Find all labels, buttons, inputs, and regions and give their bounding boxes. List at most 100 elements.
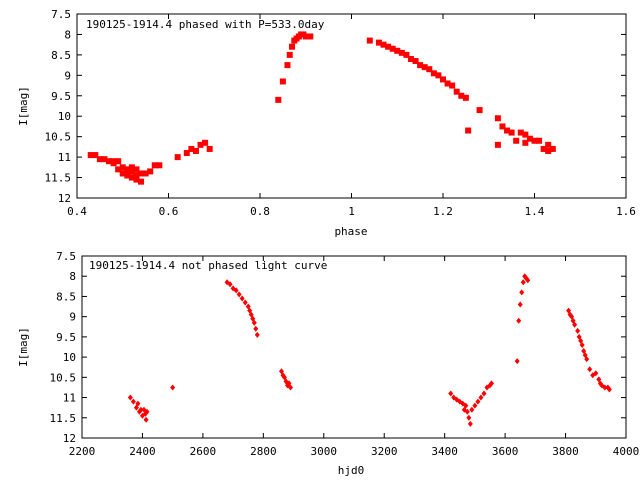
light-curve-data-point (575, 327, 581, 334)
light-curve-data-point (602, 384, 608, 391)
phased-data-point (385, 43, 392, 50)
light-curve-x-tick-label: 3200 (371, 445, 398, 458)
light-curve-y-tick-label: 11 (63, 392, 76, 405)
light-curve-data-point (481, 390, 487, 397)
phased-data-point (499, 123, 506, 130)
phased-data-point (458, 92, 465, 99)
phased-y-tick-label: 11 (58, 151, 71, 164)
phased-points (87, 31, 556, 185)
phased-data-point (119, 164, 126, 171)
phased-data-point (279, 78, 286, 85)
phased-data-point (426, 66, 433, 73)
light-curve-x-tick-label: 3600 (492, 445, 519, 458)
phased-data-point (142, 170, 149, 177)
phased-x-tick-label: 1.4 (525, 205, 545, 218)
phased-data-point (508, 129, 515, 136)
phased-x-tick-label: 1.6 (616, 205, 636, 218)
light-curve-y-axis-label: I[mag] (17, 327, 30, 367)
phased-data-point (156, 162, 163, 169)
phased-data-point (92, 152, 99, 159)
light-curve-x-axis-label: hjd0 (338, 464, 365, 477)
phased-data-point (174, 154, 181, 161)
light-curve-data-point (514, 358, 520, 365)
phased-data-point (444, 80, 451, 87)
light-curve-points (127, 273, 612, 427)
phased-y-axis-label: I[mag] (17, 86, 30, 126)
phased-data-point (504, 127, 511, 134)
phased-data-point (494, 115, 501, 122)
phased-data-point (449, 82, 456, 89)
phased-x-tick-label: 0.8 (250, 205, 270, 218)
light-curve-data-point (288, 384, 294, 391)
phased-data-point (124, 168, 131, 175)
light-curve-data-point (464, 408, 470, 415)
phased-data-point (302, 33, 309, 40)
light-curve-data-point (127, 394, 133, 401)
phased-data-point (110, 160, 117, 167)
phased-data-point (389, 45, 396, 52)
phased-data-point (380, 41, 387, 48)
phased-y-tick-label: 7.5 (51, 8, 71, 21)
phased-data-point (188, 145, 195, 152)
light-curve-y-tick-label: 10.5 (50, 371, 77, 384)
phased-data-point (435, 72, 442, 79)
phased-data-point (151, 162, 158, 169)
light-curve-x-tick-label: 2400 (129, 445, 156, 458)
light-curve-data-point (517, 301, 523, 308)
phased-y-tick-label: 10 (58, 110, 71, 123)
phased-data-point (147, 168, 154, 175)
light-curve-data-point (519, 289, 525, 296)
phased-y-tick-label: 10.5 (45, 131, 72, 144)
light-curve-x-tick-label: 2600 (190, 445, 217, 458)
phased-y-tick-label: 11.5 (45, 172, 72, 185)
phased-x-axis-label: phase (334, 225, 367, 238)
light-curve-y-tick-label: 9 (69, 311, 76, 324)
phased-data-point (87, 152, 94, 159)
light-curve-x-tick-label: 3800 (552, 445, 579, 458)
phased-data-point (106, 158, 113, 165)
phased-data-point (115, 166, 122, 173)
phased-data-point (307, 33, 314, 40)
phased-data-point (430, 70, 437, 77)
phased-data-point (375, 39, 382, 46)
phased-data-point (138, 178, 145, 185)
phased-data-point (128, 168, 135, 175)
phased-data-point (545, 147, 552, 154)
light-curve-data-point (253, 325, 259, 332)
phased-data-point (128, 164, 135, 171)
light-curve-y-tick-label: 10 (63, 351, 76, 364)
phased-x-tick-label: 1 (348, 205, 355, 218)
light-curve-data-point (469, 406, 475, 413)
phased-chart-title: 190125-1914.4 phased with P=533.0day (86, 18, 325, 31)
phased-data-point (462, 94, 469, 101)
phased-data-point (101, 156, 108, 163)
phased-data-point (284, 62, 291, 69)
light-curve-data-point (233, 287, 239, 294)
phased-data-point (133, 172, 140, 179)
phased-data-point (206, 145, 213, 152)
light-curve-data-point (463, 402, 469, 409)
phased-y-tick-label: 9 (64, 69, 71, 82)
phased-data-point (394, 47, 401, 54)
phased-chart: 190125-1914.4 phased with P=533.0day pha… (17, 8, 636, 238)
phased-data-point (202, 139, 209, 146)
phased-data-point (124, 172, 131, 179)
phased-data-point (183, 150, 190, 157)
light-curve-data-point (448, 390, 454, 397)
light-curve-data-point (472, 402, 478, 409)
phased-data-point (526, 135, 533, 142)
light-curve-y-tick-label: 7.5 (56, 250, 76, 263)
light-curve-data-point (525, 277, 531, 284)
phased-data-point (96, 156, 103, 163)
light-curve-x-tick-label: 2200 (69, 445, 96, 458)
light-curve-data-point (606, 386, 612, 393)
phased-data-point (412, 58, 419, 65)
light-curve-data-point (489, 380, 495, 387)
phased-data-point (421, 64, 428, 71)
light-curve-data-point (227, 281, 233, 288)
light-curve-data-point (467, 420, 473, 427)
light-curve-y-tick-label: 8 (69, 270, 76, 283)
light-curve-data-point (593, 370, 599, 377)
phased-data-point (407, 55, 414, 62)
phased-data-point (133, 176, 140, 183)
